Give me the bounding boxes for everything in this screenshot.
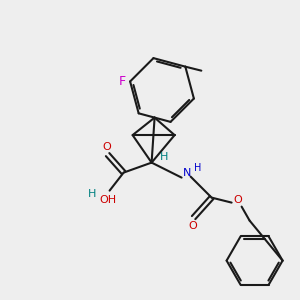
Text: O: O: [102, 142, 111, 152]
Text: H: H: [194, 163, 201, 172]
Text: H: H: [88, 189, 97, 199]
Text: H: H: [159, 152, 168, 162]
Text: N: N: [182, 168, 191, 178]
Text: O: O: [188, 220, 197, 231]
Text: OH: OH: [99, 195, 116, 205]
Text: F: F: [118, 75, 126, 88]
Text: O: O: [233, 195, 242, 205]
